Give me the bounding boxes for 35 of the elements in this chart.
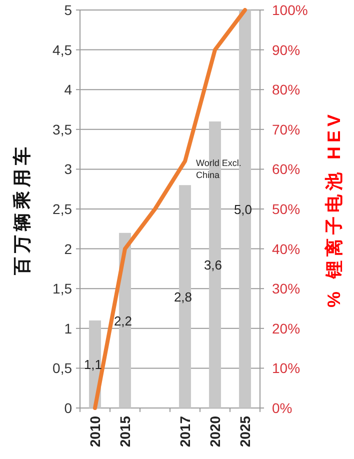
- y-tick-label: 3: [64, 161, 72, 178]
- y2-axis-title: % 锂离子电池 HEV: [324, 110, 344, 308]
- y2-tick-label: 80%: [272, 82, 300, 98]
- x-tick-label: 2020: [207, 416, 223, 448]
- y-tick-label: 4,5: [52, 42, 72, 58]
- x-tick-label: 2017: [177, 416, 193, 448]
- y2-tick-label: 40%: [272, 240, 300, 257]
- data-label: 1,1: [84, 357, 102, 372]
- y-tick-label: 2: [64, 240, 72, 257]
- y-tick-label: 1,5: [52, 280, 72, 297]
- y2-tick-label: 30%: [272, 280, 300, 297]
- data-label: 2,8: [174, 290, 192, 305]
- data-label: 5,0: [234, 202, 252, 217]
- y-tick-label: 0,5: [52, 360, 72, 376]
- y2-tick-label: 50%: [272, 201, 300, 217]
- x-tick-label: 2015: [117, 416, 133, 448]
- y2-tick-label: 70%: [272, 121, 300, 138]
- x-tick-label: 2025: [237, 416, 253, 448]
- y-axis-title: 百万辆乘用车: [12, 143, 32, 276]
- y-tick-label: 0: [64, 400, 72, 416]
- y-tick-label: 4: [64, 82, 72, 98]
- y2-tick-label: 60%: [272, 161, 300, 178]
- y2-tick-label: 20%: [272, 320, 300, 336]
- y-tick-label: 2,5: [52, 201, 72, 217]
- x-tick-label: 2010: [87, 416, 103, 448]
- y2-tick-label: 90%: [272, 42, 300, 58]
- y-tick-label: 3,5: [52, 121, 72, 138]
- y2-tick-label: 0%: [272, 400, 292, 416]
- y-tick-label: 1: [64, 320, 72, 336]
- annotation: World Excl. China: [196, 158, 242, 180]
- y2-tick-label: 100%: [272, 2, 308, 18]
- y2-tick-label: 10%: [272, 360, 300, 376]
- y-tick-label: 5: [64, 2, 72, 18]
- data-label: 2,2: [114, 313, 132, 328]
- data-label: 3,6: [204, 258, 222, 273]
